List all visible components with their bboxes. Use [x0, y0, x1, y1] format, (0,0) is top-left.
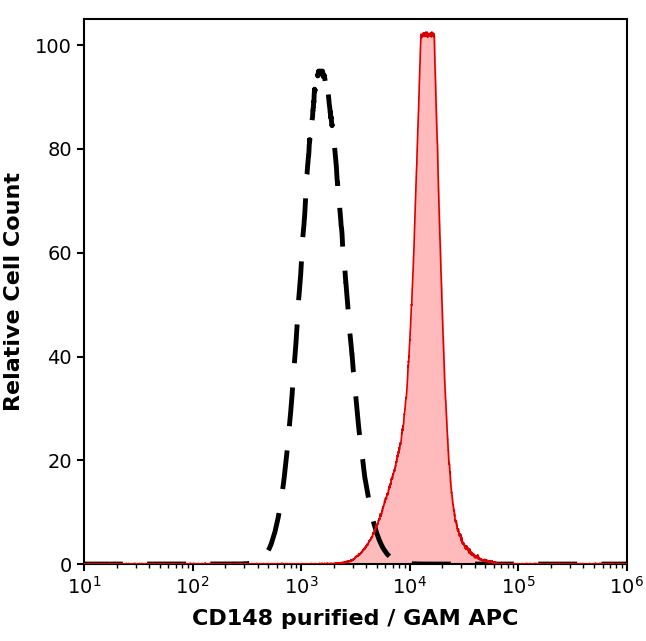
X-axis label: CD148 purified / GAM APC: CD148 purified / GAM APC	[192, 609, 519, 629]
Y-axis label: Relative Cell Count: Relative Cell Count	[4, 172, 24, 411]
